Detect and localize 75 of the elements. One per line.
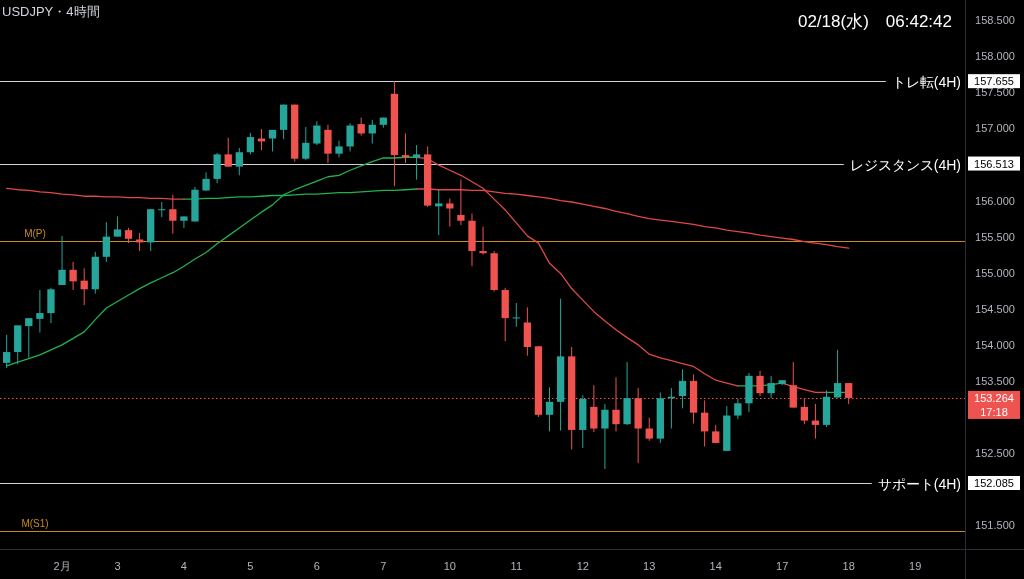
candlestick (2, 334, 11, 369)
candlestick (767, 375, 775, 399)
x-tick-label: 2月 (53, 560, 71, 572)
x-tick-label: 7 (380, 560, 387, 572)
candlestick (302, 126, 310, 161)
candlestick (224, 137, 232, 168)
x-tick-label: 17 (776, 560, 789, 572)
y-tick-label: 154.500 (975, 302, 1015, 315)
x-tick-label: 19 (909, 560, 922, 572)
candlestick (756, 370, 764, 397)
y-tick-label: 155.000 (975, 266, 1015, 279)
candlestick (678, 368, 687, 409)
annotation: M(P) (24, 228, 46, 240)
y-tick-label: 154.000 (975, 338, 1015, 351)
x-tick-label: 10 (443, 560, 456, 572)
candlestick (457, 179, 465, 226)
candlestick (246, 132, 255, 155)
x-tick-label: 11 (510, 560, 522, 572)
y-tick-label: 155.500 (975, 230, 1015, 243)
candlestick (113, 215, 122, 238)
y-tick-label: 156.513 (974, 157, 1014, 170)
candlestick (235, 147, 243, 176)
candlestick (346, 122, 354, 152)
x-tick-label: 4 (180, 560, 187, 572)
chart-title: USDJPY・4時間 (2, 4, 100, 19)
candlestick (47, 287, 55, 324)
y-tick-label: 158.500 (975, 14, 1015, 27)
x-tick-label: 12 (576, 560, 589, 572)
y-tick-label: 157.655 (974, 75, 1014, 88)
y-tick-label: 156.000 (975, 194, 1015, 207)
candlestick (479, 226, 487, 256)
candlestick (25, 317, 33, 359)
x-tick-label: 14 (709, 560, 722, 572)
ref-line-label: トレ転(4H) (891, 73, 961, 90)
candlestick (412, 144, 421, 181)
candlestick (712, 424, 720, 444)
y-tick-label: 152.085 (974, 476, 1014, 489)
candlestick (446, 197, 454, 228)
candlestick (435, 189, 443, 236)
ref-line-label: サポート(4H) (877, 475, 961, 492)
y-tick-label: 157.000 (975, 122, 1015, 135)
candlestick (158, 201, 166, 218)
y-tick-label: 153.264 (974, 391, 1014, 404)
candlestick (324, 124, 332, 164)
candlestick (180, 215, 188, 229)
annotation: M(S1) (21, 517, 49, 529)
x-tick-label: 3 (114, 560, 121, 572)
y-tick-label: 151.500 (975, 519, 1015, 532)
text: 17:18 (980, 405, 1008, 418)
annotation: 02/18(水) 06:42:42 (797, 12, 952, 31)
candlestick (102, 221, 111, 263)
candlestick (69, 261, 77, 291)
x-tick-label: 5 (247, 560, 254, 572)
candlestick (545, 386, 554, 432)
candlestick (169, 194, 177, 235)
x-tick-label: 6 (313, 560, 320, 572)
candlestick (58, 235, 66, 286)
ref-line-label: レジスタンス(4H) (849, 156, 961, 173)
candlestick (335, 140, 343, 158)
y-tick-label: 158.000 (975, 50, 1015, 63)
x-tick-label: 18 (842, 560, 855, 572)
y-tick-label: 152.500 (975, 447, 1015, 460)
candlestick (833, 349, 842, 398)
y-tick-label: 153.500 (975, 374, 1015, 387)
y-tick-label: 157.500 (975, 86, 1015, 99)
candlestick (357, 117, 365, 137)
candlestick (512, 302, 520, 328)
candlestick (36, 289, 44, 334)
candlestick (601, 403, 609, 470)
line-series (183, 188, 418, 200)
candlestick (734, 398, 742, 420)
x-tick-label: 13 (643, 560, 656, 572)
candlestick (645, 417, 653, 442)
candlestick (202, 171, 210, 192)
candlestick (313, 120, 321, 146)
